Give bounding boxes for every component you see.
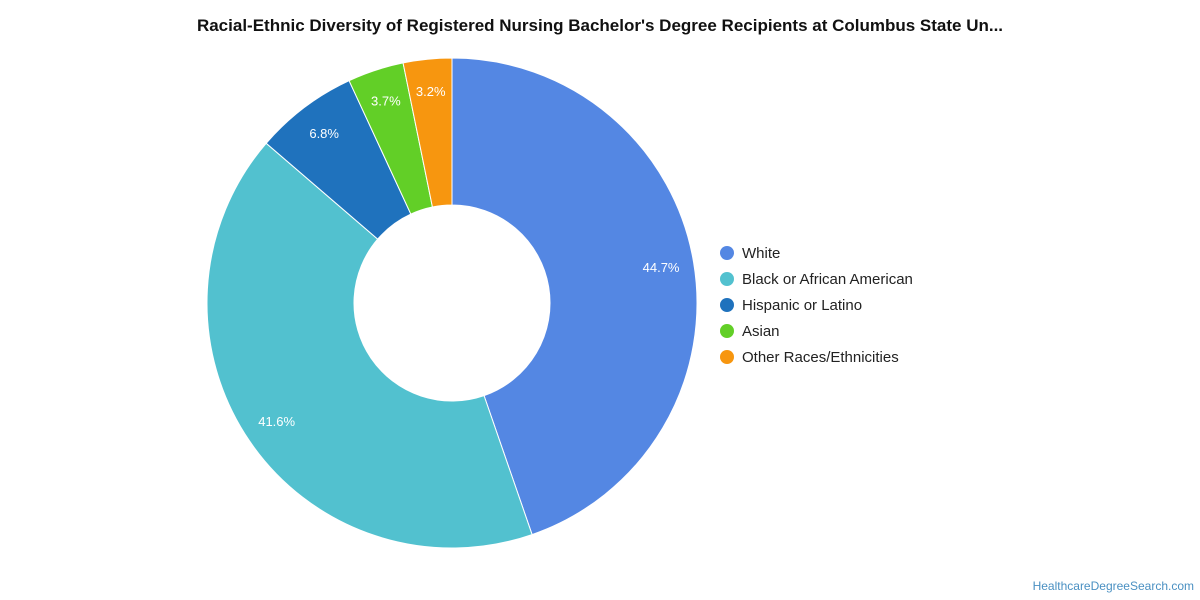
legend-swatch [720, 272, 734, 286]
slice-other-races-ethnicities[interactable] [402, 57, 453, 208]
slice-labels: 44.7% 41.6% 6.8% 3.7% 3.2% [258, 84, 680, 429]
legend-item-black-or-african-american[interactable]: Black or African American [720, 266, 913, 292]
slice-black-or-african-american[interactable] [206, 142, 533, 549]
source-credit[interactable]: HealthcareDegreeSearch.com [1032, 579, 1194, 593]
legend-item-hispanic-or-latino[interactable]: Hispanic or Latino [720, 292, 913, 318]
legend-item-other-races-ethnicities[interactable]: Other Races/Ethnicities [720, 344, 913, 370]
legend-label: White [742, 244, 781, 262]
slice-label-asian: 3.7% [371, 94, 401, 109]
legend-item-white[interactable]: White [720, 240, 913, 266]
legend-label: Hispanic or Latino [742, 296, 863, 314]
chart-title: Racial-Ethnic Diversity of Registered Nu… [196, 16, 1004, 35]
legend-swatch [720, 324, 734, 338]
slice-white[interactable] [451, 57, 698, 536]
slice-label-white: 44.7% [643, 260, 680, 275]
legend-swatch [720, 246, 734, 260]
slice-label-hispanic-or-latino: 6.8% [309, 126, 339, 141]
legend-label: Other Races/Ethnicities [742, 348, 899, 366]
slice-label-black-or-african-american: 41.6% [258, 414, 295, 429]
legend-label: Black or African American [742, 270, 913, 288]
legend-label: Asian [742, 322, 780, 340]
slices [206, 57, 698, 549]
legend: White Black or African American Hispanic o… [720, 240, 913, 370]
legend-item-asian[interactable]: Asian [720, 318, 913, 344]
legend-swatch [720, 350, 734, 364]
legend-swatch [720, 298, 734, 312]
slice-label-other-races-ethnicities: 3.2% [416, 84, 446, 99]
